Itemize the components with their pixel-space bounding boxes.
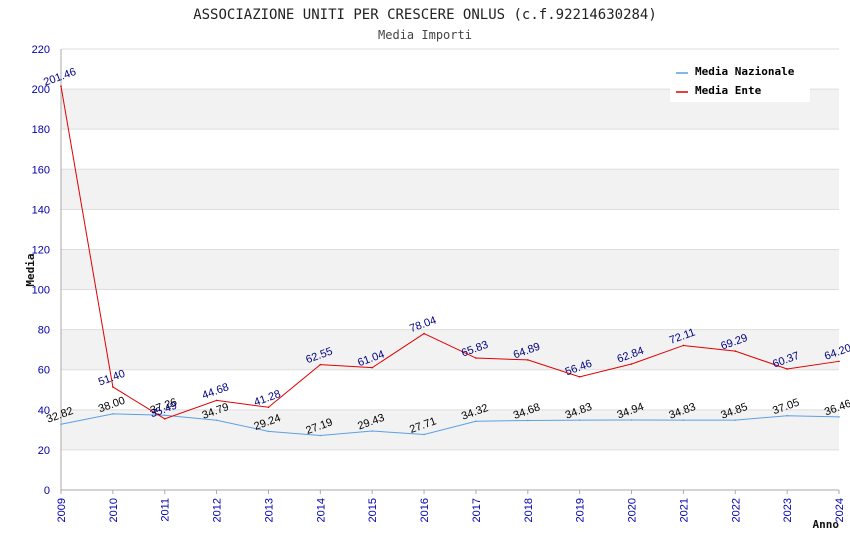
legend-label-media-ente: Media Ente [695, 84, 762, 97]
data-point [163, 418, 166, 420]
grid-band [61, 169, 839, 210]
axes [60, 49, 839, 491]
x-tick-label: 2020 [627, 498, 639, 522]
x-tick-label: 2019 [575, 498, 587, 522]
grid-band [61, 209, 839, 250]
x-tick-label: 2014 [315, 498, 327, 522]
data-point [60, 423, 62, 426]
data-point [682, 419, 685, 421]
legend-box [670, 60, 810, 102]
data-point [786, 368, 788, 370]
data-point [630, 419, 633, 421]
data-point [734, 419, 737, 421]
data-point [734, 350, 737, 352]
y-tick-label: 100 [32, 285, 50, 297]
y-tick-label: 80 [38, 325, 50, 337]
x-tick-label: 2016 [419, 498, 431, 522]
x-tick-label: 2024 [834, 498, 846, 522]
data-point [112, 413, 114, 415]
data-point [475, 420, 477, 423]
data-point [527, 419, 529, 422]
data-point [423, 332, 425, 335]
series-line-media-nazionale [60, 413, 840, 436]
data-point [267, 430, 270, 433]
data-point [215, 419, 218, 422]
x-tick-label: 2011 [160, 498, 172, 522]
data-point [630, 363, 633, 365]
grid-band [61, 249, 839, 290]
data-point [423, 433, 425, 436]
data-point [475, 357, 477, 359]
data-point [578, 419, 581, 421]
data-point [578, 376, 581, 378]
y-tick-label: 0 [44, 485, 50, 497]
data-point [60, 85, 62, 87]
data-point [371, 366, 374, 369]
x-axis-label: Anno [813, 518, 840, 531]
grid-band [61, 409, 839, 450]
data-point [838, 416, 840, 418]
y-tick-label: 160 [32, 164, 50, 176]
data-point [527, 359, 529, 361]
data-point [786, 414, 788, 417]
data-point [215, 399, 218, 402]
data-point [371, 430, 374, 432]
x-tick-label: 2021 [678, 498, 690, 522]
y-tick-label: 120 [32, 244, 50, 256]
data-point [319, 434, 322, 437]
grid-band [61, 289, 839, 330]
x-tick-label: 2015 [367, 498, 379, 522]
grid-band [61, 329, 839, 370]
x-tick-label: 2009 [56, 498, 68, 522]
y-tick-label: 200 [32, 84, 50, 96]
grid-band [61, 449, 839, 490]
y-tick-label: 40 [38, 405, 50, 417]
data-point [267, 406, 270, 409]
data-point [838, 360, 840, 363]
data-point [163, 414, 166, 417]
x-tick-label: 2023 [782, 498, 794, 522]
series-line-media-ente [60, 86, 840, 420]
chart-subtitle: Media Importi [378, 28, 472, 42]
y-tick-label: 220 [32, 44, 50, 56]
data-point [112, 386, 114, 388]
y-tick-label: 20 [38, 445, 50, 457]
series-lines [60, 85, 840, 437]
background-bands [61, 49, 839, 490]
y-tick-label: 140 [32, 204, 50, 216]
chart-title: ASSOCIAZIONE UNITI PER CRESCERE ONLUS (c… [193, 7, 657, 23]
x-tick-label: 2012 [212, 498, 224, 522]
x-tick-label: 2022 [730, 498, 742, 522]
x-tick-label: 2017 [471, 498, 483, 522]
x-tick-label: 2018 [523, 498, 535, 522]
x-axis-ticks: 2009 2010 2011 2012 2013 2014 2015 2016 2017 2018… [56, 490, 846, 522]
x-tick-label: 2013 [263, 498, 275, 522]
y-axis-ticks: 0 20 40 60 80 100 120 140 160 180 200 220 [32, 44, 50, 497]
y-axis-label: Media [24, 253, 37, 286]
data-point [319, 363, 322, 366]
y-tick-label: 60 [38, 365, 50, 377]
legend: Media Nazionale Media Ente [670, 60, 810, 102]
data-point [682, 344, 685, 347]
grid-band [61, 129, 839, 170]
grid-band [61, 369, 839, 410]
legend-label-media-nazionale: Media Nazionale [695, 65, 795, 78]
y-tick-label: 180 [32, 124, 50, 136]
x-tick-label: 2010 [108, 498, 120, 522]
